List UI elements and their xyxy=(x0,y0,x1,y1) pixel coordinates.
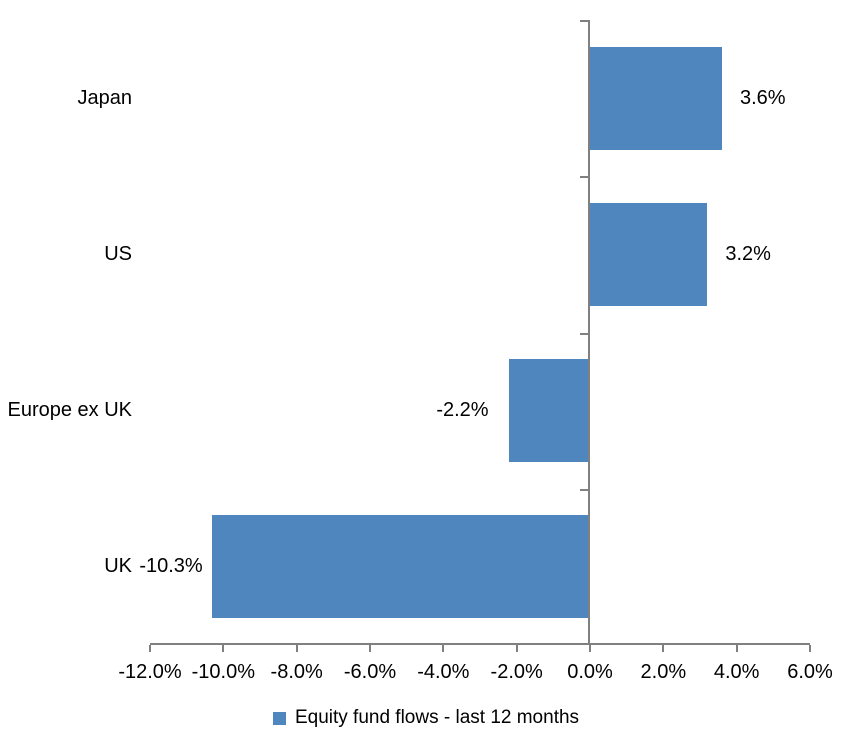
x-axis-tick-labels: -12.0% -10.0% -8.0% -6.0% -4.0% -2.0% 0.0% 2.0%… xyxy=(0,659,852,685)
plot-area: 3.6% 3.2% -2.2% -10.3% xyxy=(139,20,811,652)
x-axis-tick xyxy=(369,645,371,652)
x-axis-tick xyxy=(735,645,738,652)
x-axis-tick-label: 4.0% xyxy=(713,661,760,683)
x-axis-tick xyxy=(149,645,151,652)
category-axis-labels: Japan US Europe ex UK UK xyxy=(0,20,132,645)
category-axis-tick xyxy=(580,332,588,335)
x-axis-tick-label: -8.0% xyxy=(270,661,323,683)
category-label: UK xyxy=(104,555,132,578)
category-label: US xyxy=(104,242,132,265)
x-axis-tick xyxy=(589,645,591,652)
data-label: 3.6% xyxy=(740,86,786,109)
x-axis-tick-label: 2.0% xyxy=(640,661,687,683)
x-axis-tick-label: 0.0% xyxy=(567,661,613,683)
x-axis-tick xyxy=(295,645,298,652)
category-axis-tick xyxy=(580,488,588,491)
category-axis-tick xyxy=(580,176,588,179)
category-label: Japan xyxy=(77,86,133,109)
category-axis-tick xyxy=(580,20,588,22)
legend-series-marker-icon xyxy=(272,711,286,725)
legend-label: Equity fund flows - last 12 months xyxy=(294,707,580,728)
data-bar xyxy=(212,515,590,619)
data-bar xyxy=(590,46,722,150)
x-axis-tick xyxy=(442,645,445,652)
x-axis-tick xyxy=(662,645,665,652)
x-axis-tick xyxy=(809,645,811,652)
x-axis-tick-label: 6.0% xyxy=(787,661,833,683)
x-axis-line xyxy=(150,643,810,645)
data-label: 3.2% xyxy=(725,242,771,265)
data-bar xyxy=(509,359,590,463)
x-axis-tick xyxy=(222,645,225,652)
x-axis-tick-label: -10.0% xyxy=(191,661,256,683)
category-label: Europe ex UK xyxy=(7,399,132,422)
data-label: -2.2% xyxy=(436,399,489,422)
data-bar xyxy=(590,202,708,306)
legend: Equity fund flows - last 12 months xyxy=(0,705,852,731)
category-axis-line xyxy=(588,20,590,645)
x-axis-tick-label: -2.0% xyxy=(490,661,543,683)
x-axis-tick-label: -12.0% xyxy=(118,661,182,683)
x-axis-tick xyxy=(515,645,518,652)
x-axis-tick-label: -4.0% xyxy=(417,661,470,683)
data-label: -10.3% xyxy=(139,555,203,578)
x-axis-tick-label: -6.0% xyxy=(343,661,397,683)
